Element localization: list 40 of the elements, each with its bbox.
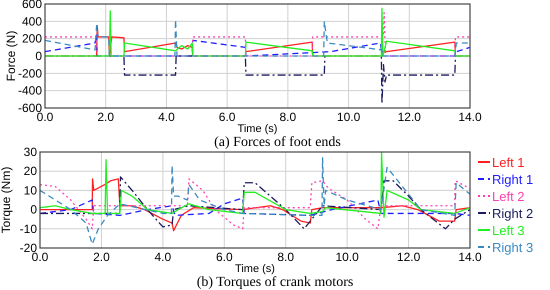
x-tick-label: 8.0 bbox=[280, 110, 297, 124]
legend-label: Right 3 bbox=[492, 240, 534, 255]
y-tick-label: 200 bbox=[22, 32, 42, 46]
legend-label: Left 2 bbox=[492, 189, 525, 204]
x-tick-label: 8.0 bbox=[277, 250, 294, 264]
x-tick-label: 2.0 bbox=[97, 110, 114, 124]
x-tick-label: 12.0 bbox=[398, 110, 422, 124]
y-axis-title: Torque (Nm) bbox=[0, 166, 13, 234]
x-tick-label: 6.0 bbox=[218, 110, 236, 124]
legend-label: Right 1 bbox=[492, 172, 534, 187]
line-series bbox=[39, 151, 471, 218]
x-tick-label: 14.0 bbox=[458, 250, 482, 264]
x-tick-label: 2.0 bbox=[93, 250, 110, 264]
x-tick-label: 10.0 bbox=[335, 250, 360, 264]
line-series bbox=[39, 157, 471, 245]
legend-label: Left 3 bbox=[492, 223, 525, 238]
x-tick-label: 6.0 bbox=[216, 250, 233, 264]
y-tick-label: 400 bbox=[22, 14, 42, 28]
x-tick-label: 10.0 bbox=[336, 110, 361, 124]
y-tick-label: 10 bbox=[24, 183, 38, 198]
y-axis-title: Force (N) bbox=[4, 30, 18, 82]
text: (b) Torques of crank motors bbox=[196, 275, 354, 290]
x-tick-label: 14.0 bbox=[458, 110, 482, 124]
x-tick-label: 12.0 bbox=[396, 250, 421, 264]
y-tick-label: 0 bbox=[30, 202, 38, 217]
x-tick-label: 4.0 bbox=[154, 250, 172, 264]
y-tick-label: -400 bbox=[18, 84, 42, 98]
legend-label: Right 2 bbox=[492, 206, 534, 221]
y-tick-label: 20 bbox=[24, 164, 38, 178]
y-tick-label: 30 bbox=[24, 145, 38, 159]
y-tick-label: 0 bbox=[35, 49, 42, 63]
x-tick-label: 4.0 bbox=[158, 110, 176, 124]
x-axis-title: Time (s) bbox=[235, 263, 275, 275]
x-axis-title: Time (s) bbox=[238, 123, 278, 135]
line-series bbox=[39, 197, 471, 216]
text: (a) Forces of foot ends bbox=[214, 135, 341, 150]
y-tick-label: -200 bbox=[18, 66, 42, 80]
legend-label: Left 1 bbox=[492, 155, 525, 170]
line-series bbox=[44, 34, 471, 57]
y-tick-label: -10 bbox=[20, 222, 38, 236]
